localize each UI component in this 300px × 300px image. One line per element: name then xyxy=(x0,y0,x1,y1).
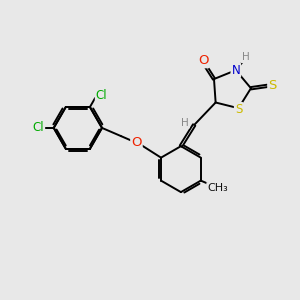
Text: H: H xyxy=(242,52,249,62)
Text: O: O xyxy=(198,54,208,67)
Text: Cl: Cl xyxy=(33,122,44,134)
Text: H: H xyxy=(182,118,189,128)
Text: O: O xyxy=(131,136,142,149)
Text: CH₃: CH₃ xyxy=(207,183,228,193)
Text: S: S xyxy=(268,80,277,92)
Text: N: N xyxy=(231,64,240,77)
Text: S: S xyxy=(235,103,242,116)
Text: Cl: Cl xyxy=(96,89,107,102)
